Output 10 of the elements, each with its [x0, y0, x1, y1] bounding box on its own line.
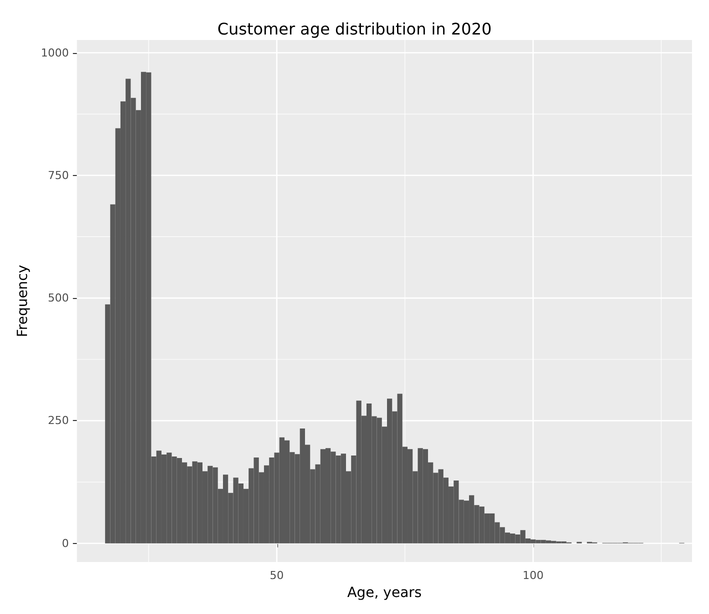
- y-tick-label: 500: [48, 292, 69, 305]
- y-tick-label: 0: [62, 536, 69, 550]
- y-tick-label: 250: [48, 414, 69, 428]
- x-tick-label: 50: [270, 569, 284, 582]
- chart-title: Customer age distribution in 2020: [217, 20, 492, 38]
- y-tick-label: 1000: [40, 46, 69, 60]
- y-tick-label: 750: [48, 168, 69, 182]
- x-tick-label: 100: [522, 569, 544, 582]
- x-axis-title: Age, years: [347, 585, 422, 601]
- y-axis-title: Frequency: [15, 264, 31, 338]
